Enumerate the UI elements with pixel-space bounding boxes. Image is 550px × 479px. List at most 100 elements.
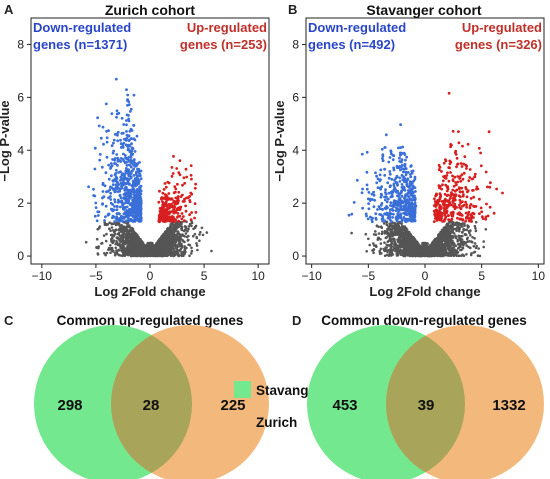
ns-point: [133, 241, 137, 245]
up-point: [163, 182, 167, 185]
down-point: [115, 205, 119, 209]
ns-point: [120, 244, 123, 247]
down-point: [102, 142, 105, 146]
down-point: [134, 202, 138, 206]
ns-point: [129, 248, 133, 252]
up-point: [161, 219, 164, 223]
down-point: [117, 111, 121, 115]
ns-point: [187, 225, 191, 228]
up-point: [164, 193, 167, 197]
down-point: [120, 145, 123, 149]
up-point: [190, 192, 194, 196]
down-regulated-points: [87, 77, 143, 223]
down-point: [120, 214, 123, 218]
up-point: [181, 193, 184, 197]
down-point: [110, 112, 114, 115]
ns-point: [131, 239, 135, 242]
ns-point: [142, 252, 145, 256]
down-point: [127, 139, 131, 143]
down-point: [122, 208, 126, 211]
down-point: [104, 102, 108, 106]
ns-point: [149, 242, 153, 245]
up-point: [168, 203, 172, 207]
ns-point: [379, 242, 383, 245]
down-point: [109, 195, 112, 198]
ns-point: [195, 244, 199, 247]
down-point: [125, 130, 128, 133]
down-point: [118, 205, 122, 209]
down-point: [138, 217, 142, 221]
up-point: [170, 197, 174, 201]
up-point: [161, 206, 165, 210]
y-tick-label: 2: [17, 196, 24, 210]
ns-point: [195, 242, 198, 245]
ns-point: [460, 254, 463, 257]
ns-point: [109, 244, 112, 247]
ns-point: [466, 240, 470, 243]
down-point: [127, 168, 130, 172]
down-point: [92, 187, 95, 191]
ns-point: [187, 243, 190, 246]
ns-point: [130, 251, 133, 254]
down-point: [137, 209, 141, 213]
down-point: [120, 116, 124, 120]
ns-point: [119, 254, 122, 257]
down-point: [138, 174, 142, 178]
ns-point: [185, 220, 188, 223]
down-point: [124, 171, 127, 175]
ns-point: [386, 249, 390, 252]
down-point: [134, 172, 138, 176]
ns-point: [175, 227, 179, 230]
panel-letter-b: B: [288, 2, 297, 17]
up-point: [174, 196, 178, 200]
ns-point: [106, 223, 110, 226]
ns-point: [130, 228, 134, 231]
down-point: [110, 174, 113, 178]
ns-point: [180, 246, 184, 249]
x-tick-label: 10: [252, 269, 266, 283]
up-point: [183, 197, 186, 201]
ns-point: [98, 225, 102, 228]
ns-point: [182, 250, 185, 253]
ns-point: [180, 251, 183, 255]
ns-point: [365, 250, 369, 253]
ns-point: [184, 250, 187, 254]
ns-point: [108, 221, 111, 224]
ns-point: [465, 253, 468, 256]
ns-point: [463, 241, 467, 245]
annotation-down: Down-regulated: [33, 20, 131, 35]
ns-point: [200, 226, 204, 230]
down-point: [112, 141, 115, 145]
ns-point: [102, 234, 106, 237]
ns-point: [482, 245, 486, 249]
y-tick-label: 6: [17, 90, 24, 104]
down-point: [113, 205, 116, 208]
ns-point: [137, 248, 140, 252]
down-point: [116, 139, 120, 143]
down-point: [127, 174, 131, 178]
ns-point: [133, 254, 137, 257]
up-point: [172, 191, 176, 195]
down-point: [129, 137, 133, 141]
ns-point: [172, 251, 176, 254]
down-point: [126, 144, 129, 148]
down-point: [132, 187, 135, 191]
down-point: [104, 204, 108, 208]
ns-point: [190, 249, 194, 253]
ns-point: [105, 251, 109, 255]
ns-point: [156, 244, 159, 248]
down-point: [110, 186, 114, 190]
down-point: [134, 194, 138, 198]
ns-point: [121, 254, 124, 258]
ns-point: [183, 252, 186, 256]
down-point: [109, 207, 113, 211]
ns-point: [465, 228, 469, 232]
ns-point: [195, 236, 199, 240]
down-point: [125, 205, 129, 209]
ns-point: [126, 236, 130, 240]
ns-point: [170, 250, 173, 253]
ns-point: [473, 242, 477, 245]
up-point: [184, 204, 188, 208]
ns-point: [150, 248, 153, 251]
